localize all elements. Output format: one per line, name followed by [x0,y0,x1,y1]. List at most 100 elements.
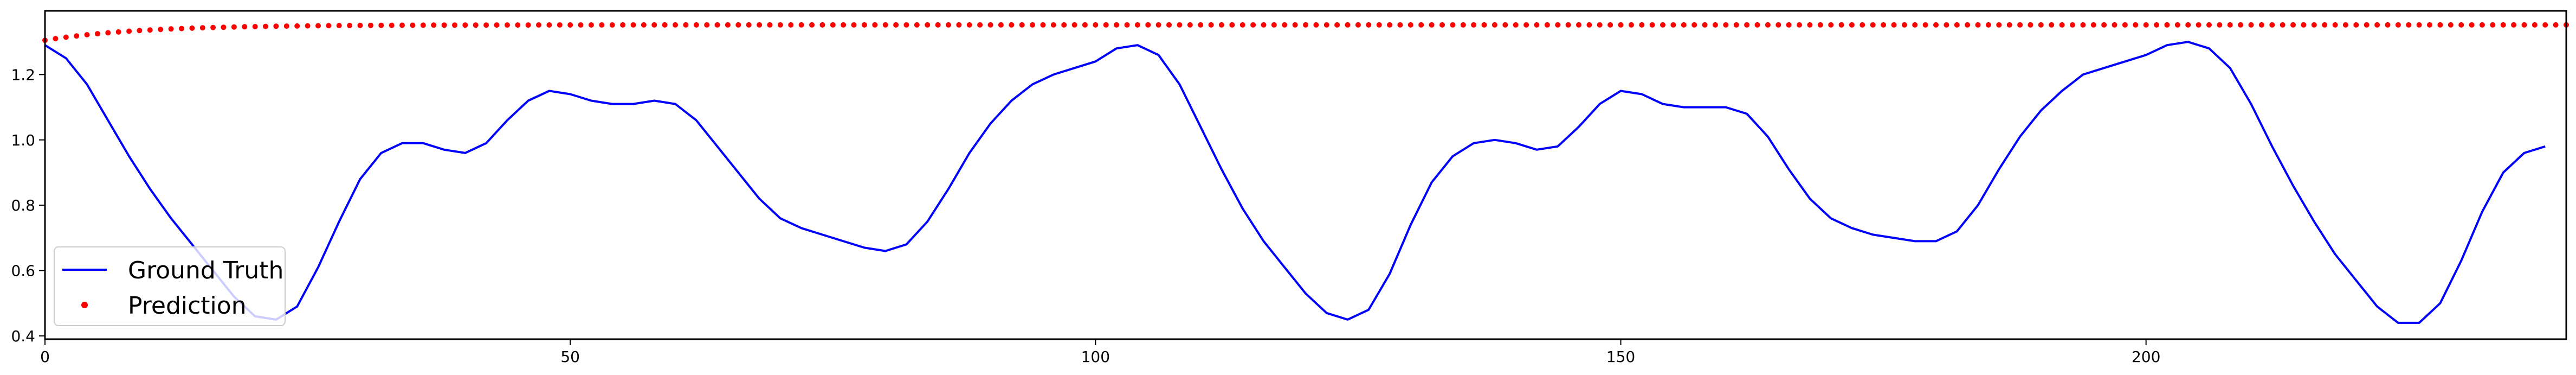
prediction-point [557,22,563,28]
prediction-point [1166,22,1172,28]
prediction-point [53,36,59,42]
prediction-point [1187,22,1193,28]
prediction-point [1198,22,1204,28]
prediction-point [798,22,804,28]
prediction-point [315,23,321,29]
prediction-point [2553,22,2559,28]
prediction-point [1177,22,1183,28]
prediction-point [1355,22,1361,28]
y-tick-label: 1.2 [11,66,35,84]
prediction-point [1649,22,1655,28]
prediction-point [714,22,720,28]
prediction-point [221,24,227,30]
prediction-point [357,22,363,28]
prediction-point [588,22,594,28]
prediction-point [1628,22,1634,28]
prediction-point [2185,22,2191,28]
prediction-point [326,23,332,29]
prediction-point [998,22,1004,28]
prediction-point [925,22,931,28]
prediction-point [1765,22,1771,28]
prediction-point [809,22,815,28]
prediction-point [1807,22,1813,28]
prediction-point [1366,22,1372,28]
prediction-point [641,22,647,28]
prediction-point [1922,22,1928,28]
prediction-point [1670,22,1676,28]
prediction-point [199,25,205,31]
prediction-point [1607,22,1613,28]
prediction-point [84,32,90,37]
prediction-point [1828,22,1834,28]
prediction-point [1933,22,1939,28]
prediction-point [1565,22,1571,28]
prediction-point [420,22,426,28]
y-tick-label: 1.0 [11,131,35,149]
prediction-point [2322,22,2328,28]
prediction-point [1712,22,1718,28]
prediction-point [483,22,489,28]
y-tick-label: 0.4 [11,327,35,345]
prediction-point [462,22,468,28]
prediction-point [210,24,216,30]
prediction-point [2406,22,2412,28]
prediction-point [882,22,888,28]
prediction-point [1261,22,1267,28]
prediction-point [2174,22,2180,28]
prediction-point [851,22,857,28]
prediction-point [168,26,174,32]
prediction-point [599,22,605,28]
legend-box [54,246,286,326]
y-tick-label: 0.6 [11,262,35,280]
prediction-point [987,22,993,28]
axes-frame [44,10,2567,340]
x-tick-label: 150 [1606,348,1635,366]
prediction-point [2028,22,2033,28]
prediction-point [662,22,668,28]
prediction-point [2038,22,2044,28]
prediction-point [977,22,983,28]
prediction-point [1155,22,1161,28]
prediction-point [1334,22,1340,28]
prediction-point [2511,22,2517,28]
prediction-point [1702,22,1708,28]
prediction-point [1397,22,1403,28]
prediction-point [788,22,794,28]
prediction-point [2301,22,2307,28]
prediction-point [1439,22,1445,28]
prediction-point [1124,22,1130,28]
prediction-point [2521,22,2527,28]
prediction-point [2206,22,2212,28]
prediction-point [242,24,248,30]
prediction-point [2395,22,2401,28]
prediction-point [630,22,636,28]
prediction-point [1849,22,1855,28]
prediction-point [1376,22,1382,28]
prediction-point [946,22,951,28]
prediction-point [2164,22,2170,28]
prediction-point [1786,22,1792,28]
prediction-point [2353,22,2359,28]
prediction-point [914,22,920,28]
prediction-point [903,22,909,28]
prediction-point [2332,22,2338,28]
prediction-point [1965,22,1971,28]
prediction-point [872,22,878,28]
prediction-point [1733,22,1739,28]
prediction-point [1881,22,1887,28]
prediction-point [2479,22,2485,28]
prediction-point [2217,22,2223,28]
prediction-point [1292,22,1298,28]
prediction-point [504,22,510,28]
prediction-point [1555,22,1561,28]
prediction-point [63,34,69,40]
prediction-point [841,22,847,28]
prediction-point [105,30,111,36]
prediction-point [158,27,164,33]
prediction-point [1660,22,1665,28]
prediction-point [2490,22,2496,28]
prediction-point [1944,22,1949,28]
prediction-point [525,22,531,28]
x-tick-label: 50 [560,348,580,366]
